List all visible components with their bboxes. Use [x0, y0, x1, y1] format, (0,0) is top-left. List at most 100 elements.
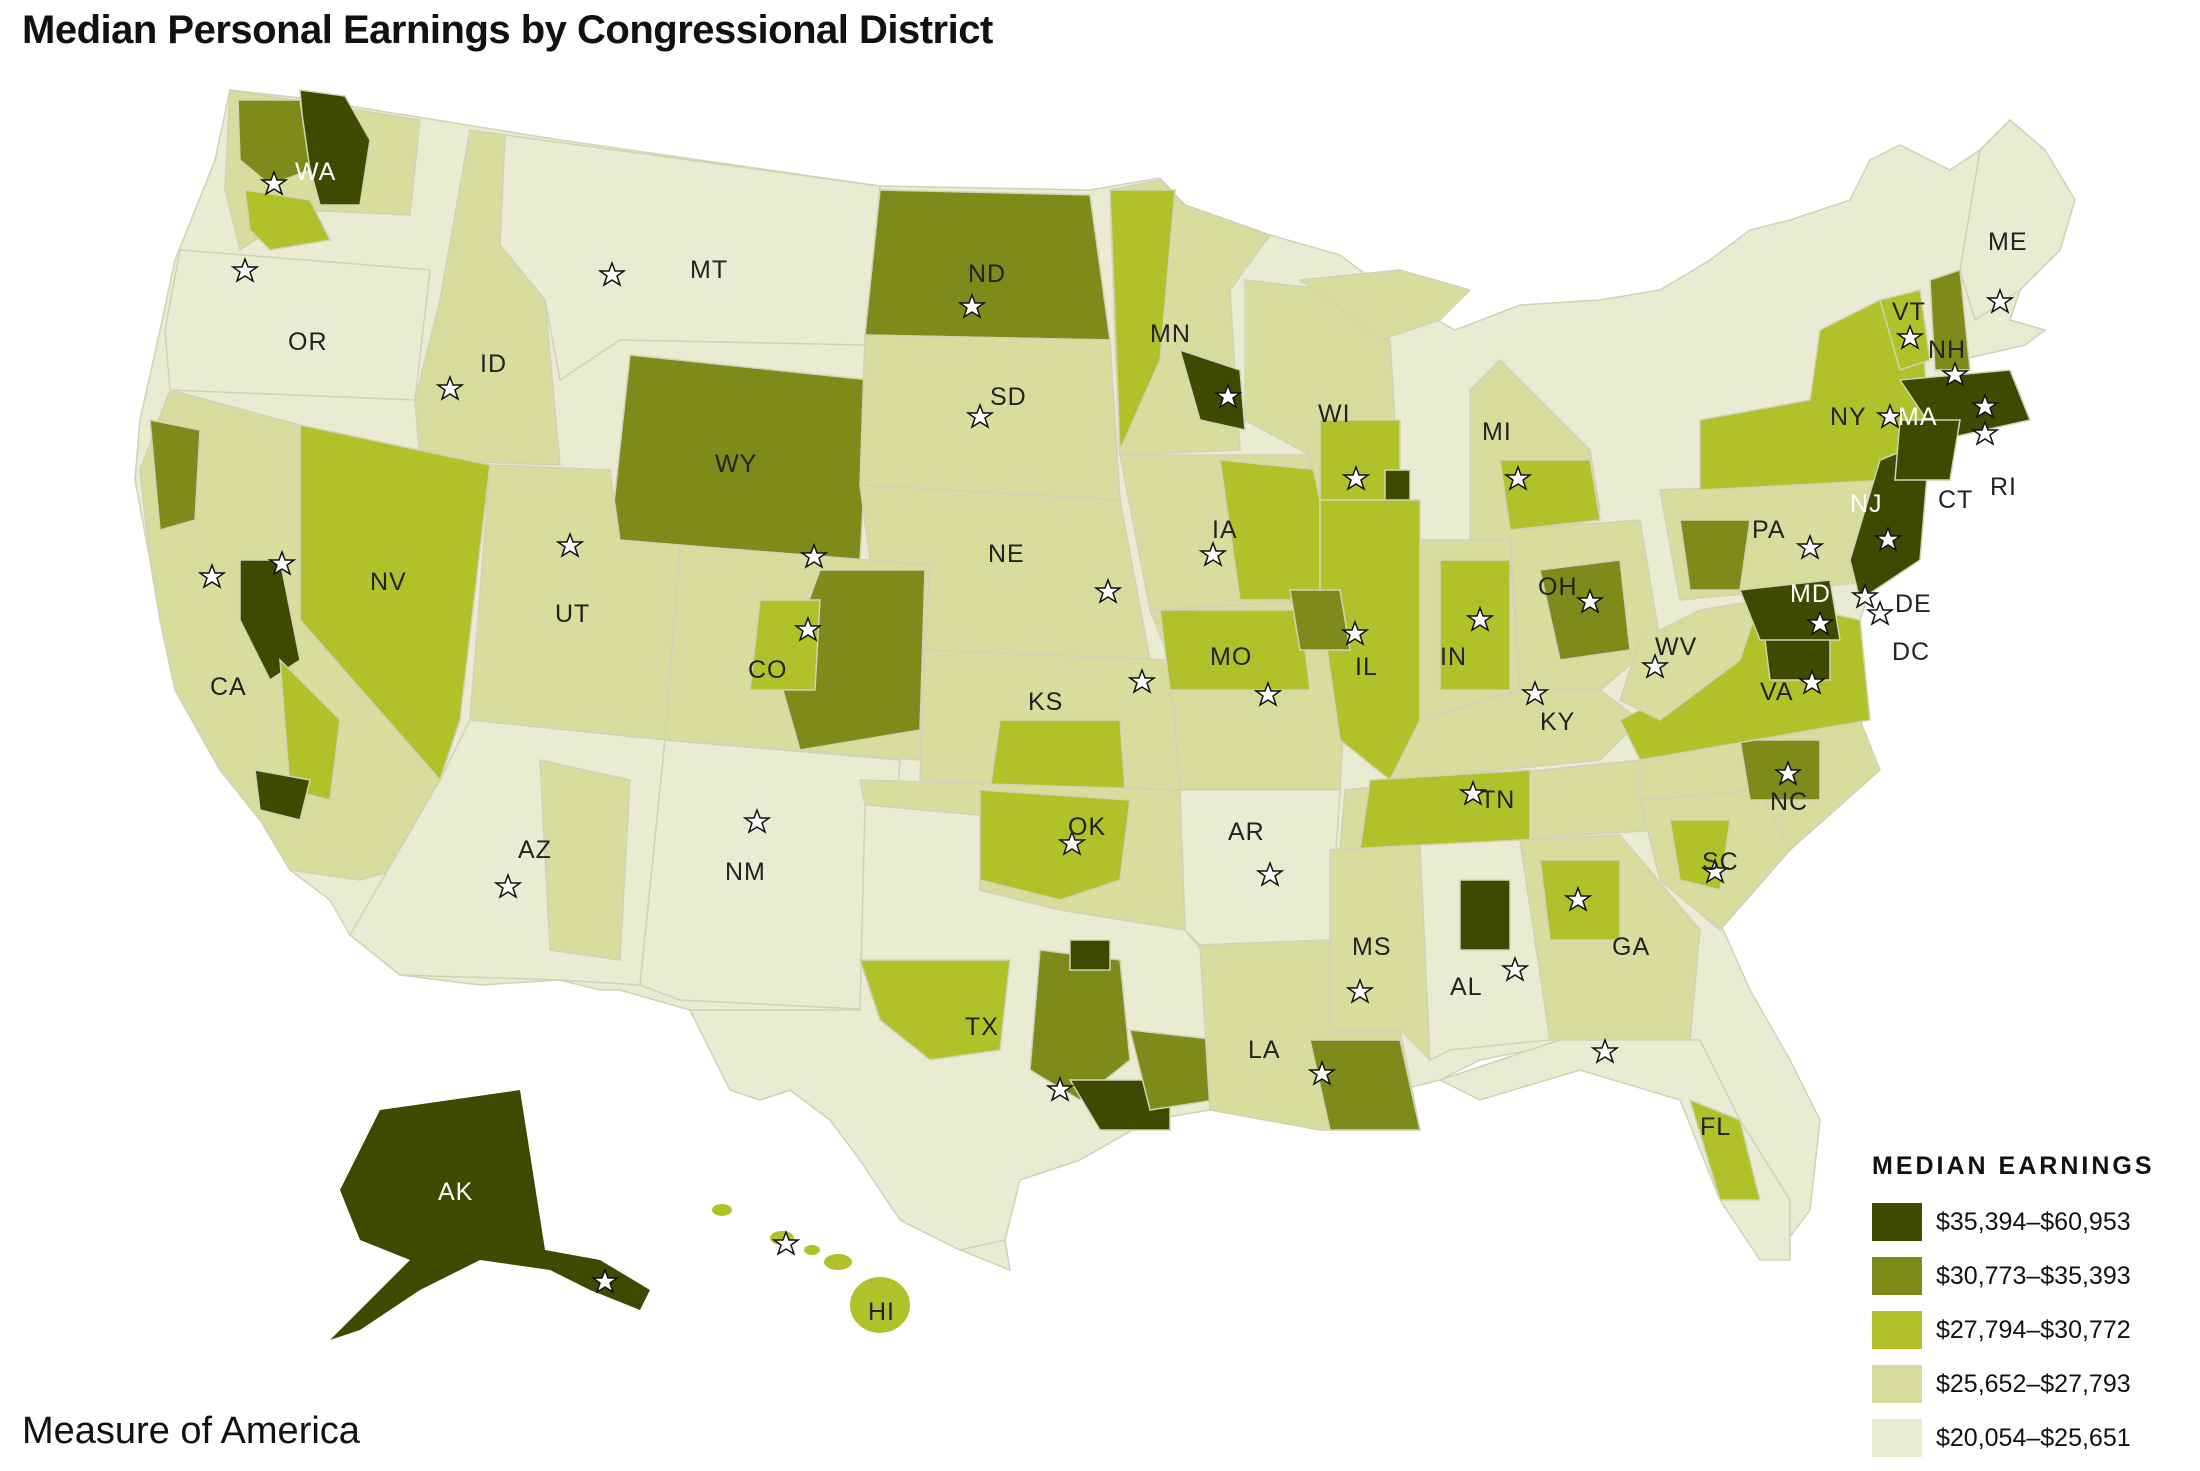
capital-star	[1045, 1075, 1075, 1102]
mo-district-olive	[1159, 609, 1311, 691]
legend-label: $25,652–$27,793	[1936, 1369, 2131, 1398]
state-labels: WA OR CA ID NV MT WY UT AZ CO NM ND SD N…	[210, 158, 2028, 1326]
capital-star	[597, 260, 627, 287]
legend-item: $30,773–$35,393	[1872, 1249, 2192, 1303]
label-in: IN	[1440, 643, 1467, 671]
capital-star	[259, 169, 289, 196]
state-hi-islands	[712, 1204, 910, 1333]
label-ma: MA	[1898, 403, 1938, 431]
capital-star	[1895, 323, 1925, 350]
legend-item: $20,054–$25,651	[1872, 1411, 2192, 1465]
label-md: MD	[1790, 580, 1831, 608]
label-ct: CT	[1938, 486, 1973, 514]
ca-district-mid	[149, 419, 201, 531]
capital-star	[1255, 860, 1285, 887]
state-ny-fill	[1699, 299, 1952, 491]
label-hi: HI	[868, 1298, 895, 1326]
state-ar-fill	[1179, 789, 1341, 946]
capital-star	[1465, 605, 1495, 632]
capital-star	[1795, 533, 1825, 560]
label-al: AL	[1450, 973, 1483, 1001]
label-ne: NE	[988, 540, 1025, 568]
state-ct-fill	[1894, 419, 1961, 481]
state-wv-fill	[1619, 599, 1762, 721]
capital-star	[1575, 587, 1605, 614]
tx-dallas-dark	[1069, 939, 1111, 971]
label-wv: WV	[1655, 633, 1697, 661]
capital-star	[1865, 599, 1895, 626]
credit-text: Measure of America	[22, 1410, 360, 1452]
mn-district-olive	[1109, 189, 1176, 451]
label-ks: KS	[1028, 688, 1063, 716]
state-fl-fill	[1438, 1039, 1791, 1261]
state-or-fill	[164, 249, 431, 401]
az-district-olive	[539, 759, 631, 961]
label-ms: MS	[1352, 933, 1392, 961]
state-me-fill	[1959, 118, 2076, 322]
capital-star	[1970, 392, 2000, 419]
label-sd: SD	[990, 383, 1027, 411]
capital-star	[1590, 1037, 1620, 1064]
legend-title: MEDIAN EARNINGS	[1872, 1152, 2155, 1180]
capital-star	[1850, 582, 1880, 609]
label-dc: DC	[1892, 638, 1930, 666]
al-district-dark	[1459, 879, 1511, 951]
la-district-mid	[1309, 1039, 1421, 1131]
label-nd: ND	[968, 260, 1006, 288]
capital-star	[493, 872, 523, 899]
fl-district-olive	[1688, 1098, 1761, 1201]
state-sd-fill	[859, 334, 1121, 501]
label-nm: NM	[725, 858, 766, 886]
state-vt-fill	[1879, 289, 1931, 371]
capital-star	[1340, 619, 1370, 646]
capital-star	[1873, 525, 1903, 552]
capital-star	[957, 292, 987, 319]
ok-district-olive	[979, 789, 1131, 901]
legend-item: $25,652–$27,793	[1872, 1357, 2192, 1411]
label-ri: RI	[1990, 473, 2017, 501]
label-az: AZ	[518, 836, 552, 864]
capital-star	[197, 562, 227, 589]
label-nv: NV	[370, 568, 407, 596]
label-la: LA	[1248, 1036, 1281, 1064]
label-wy: WY	[715, 450, 757, 478]
capital-star	[1520, 679, 1550, 706]
capital-star	[1198, 540, 1228, 567]
label-oh: OH	[1538, 573, 1578, 601]
label-ak: AK	[438, 1178, 473, 1206]
capital-star	[799, 542, 829, 569]
capital-star	[1805, 609, 1835, 636]
label-tx: TX	[965, 1013, 999, 1041]
capital-star	[1253, 680, 1283, 707]
legend-swatch	[1872, 1365, 1922, 1403]
tx-district-olive	[858, 959, 1011, 1061]
label-me: ME	[1988, 228, 2028, 256]
capital-stars	[197, 169, 2015, 1294]
page-title: Median Personal Earnings by Congressiona…	[22, 8, 993, 52]
legend-item: $27,794–$30,772	[1872, 1303, 2192, 1357]
legend: MEDIAN EARNINGS $35,394–$60,953 $30,773–…	[1872, 1152, 2192, 1465]
capital-star	[1773, 759, 1803, 786]
capital-star	[267, 549, 297, 576]
capital-star	[230, 256, 260, 283]
capital-star	[1985, 287, 2015, 314]
ca-la-dark	[254, 769, 311, 821]
capital-star	[1940, 360, 1970, 387]
label-sc: SC	[1702, 848, 1739, 876]
state-ak-fill	[330, 1090, 650, 1340]
capital-star	[435, 374, 465, 401]
label-de: DE	[1895, 590, 1932, 618]
state-ms-fill	[1329, 844, 1431, 1062]
ca-district-olive	[279, 658, 341, 801]
label-pa: PA	[1752, 516, 1786, 544]
label-mt: MT	[690, 256, 728, 284]
capital-star	[1970, 419, 2000, 446]
label-ca: CA	[210, 673, 247, 701]
label-va: VA	[1760, 678, 1794, 706]
label-mn: MN	[1150, 320, 1191, 348]
capital-star	[1345, 977, 1375, 1004]
legend-swatch	[1872, 1257, 1922, 1295]
capital-star	[1700, 857, 1730, 884]
capital-star	[1797, 668, 1827, 695]
